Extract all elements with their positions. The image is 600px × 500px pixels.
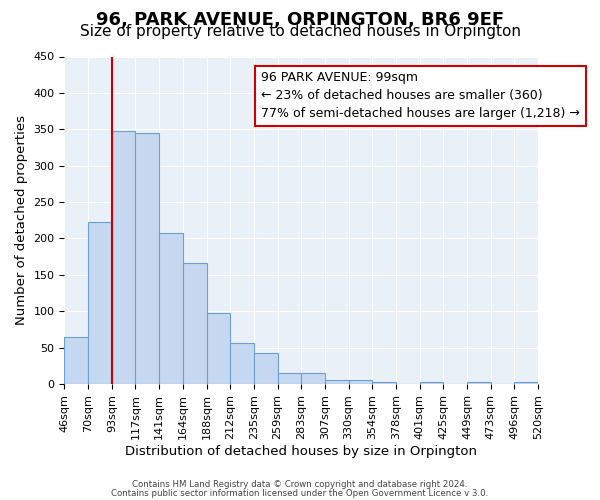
Bar [325, 380, 349, 384]
Bar [373, 382, 396, 384]
Y-axis label: Number of detached properties: Number of detached properties [15, 116, 28, 326]
Bar [230, 342, 254, 384]
Bar [136, 133, 159, 384]
Bar [183, 262, 206, 384]
Bar [64, 337, 88, 384]
Text: 96, PARK AVENUE, ORPINGTON, BR6 9EF: 96, PARK AVENUE, ORPINGTON, BR6 9EF [96, 12, 504, 30]
Bar [206, 314, 230, 384]
Bar [254, 353, 278, 384]
X-axis label: Distribution of detached houses by size in Orpington: Distribution of detached houses by size … [125, 444, 477, 458]
Text: Size of property relative to detached houses in Orpington: Size of property relative to detached ho… [79, 24, 521, 39]
Bar [159, 232, 183, 384]
Bar [88, 222, 112, 384]
Bar [112, 132, 136, 384]
Text: Contains public sector information licensed under the Open Government Licence v : Contains public sector information licen… [112, 488, 488, 498]
Bar [467, 382, 491, 384]
Text: Contains HM Land Registry data © Crown copyright and database right 2024.: Contains HM Land Registry data © Crown c… [132, 480, 468, 489]
Bar [420, 382, 443, 384]
Bar [278, 373, 301, 384]
Bar [301, 373, 325, 384]
Bar [349, 380, 373, 384]
Text: 96 PARK AVENUE: 99sqm
← 23% of detached houses are smaller (360)
77% of semi-det: 96 PARK AVENUE: 99sqm ← 23% of detached … [261, 71, 580, 120]
Bar [514, 382, 538, 384]
